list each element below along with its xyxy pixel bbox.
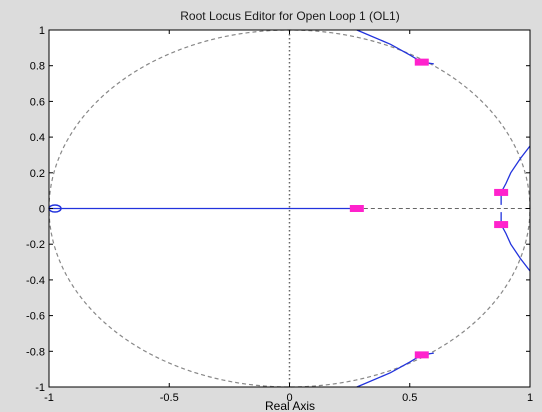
y-tick-label: 0.4 (30, 132, 45, 144)
y-tick-label: -0.6 (26, 311, 45, 323)
x-axis-label: Real Axis (265, 399, 315, 412)
y-tick-label: 0.8 (30, 61, 45, 73)
closed-loop-pole-4[interactable] (494, 221, 509, 229)
closed-loop-pole-0[interactable] (349, 205, 364, 212)
x-tick-label: 1 (527, 392, 533, 404)
x-tick-label: -0.5 (160, 392, 179, 404)
y-tick-label: 1 (39, 25, 45, 37)
y-tick-label: -0.2 (26, 239, 45, 251)
closed-loop-pole-1[interactable] (414, 58, 429, 66)
y-tick-label: 0 (39, 204, 45, 216)
y-tick-label: -0.8 (26, 346, 45, 358)
x-tick-label: 0.5 (402, 392, 417, 404)
closed-loop-pole-2[interactable] (414, 351, 429, 359)
y-tick-label: 0.6 (30, 96, 45, 108)
y-tick-label: -0.4 (26, 275, 45, 287)
x-tick-labels: -1 -0.5 0 0.5 1 (44, 30, 533, 404)
x-tick-label: 0 (286, 392, 292, 404)
plot-axes[interactable] (48, 29, 531, 388)
y-tick-label: 0.2 (30, 168, 45, 180)
chart-title: Root Locus Editor for Open Loop 1 (OL1) (180, 9, 399, 23)
y-tick-labels: 1 0.8 0.6 0.4 0.2 0 -0.2 -0.4 -0.6 -0.8 -1 (26, 25, 530, 394)
closed-loop-pole-3[interactable] (494, 188, 509, 196)
y-tick-label: -1 (35, 382, 45, 394)
x-tick-label: -1 (44, 392, 54, 404)
